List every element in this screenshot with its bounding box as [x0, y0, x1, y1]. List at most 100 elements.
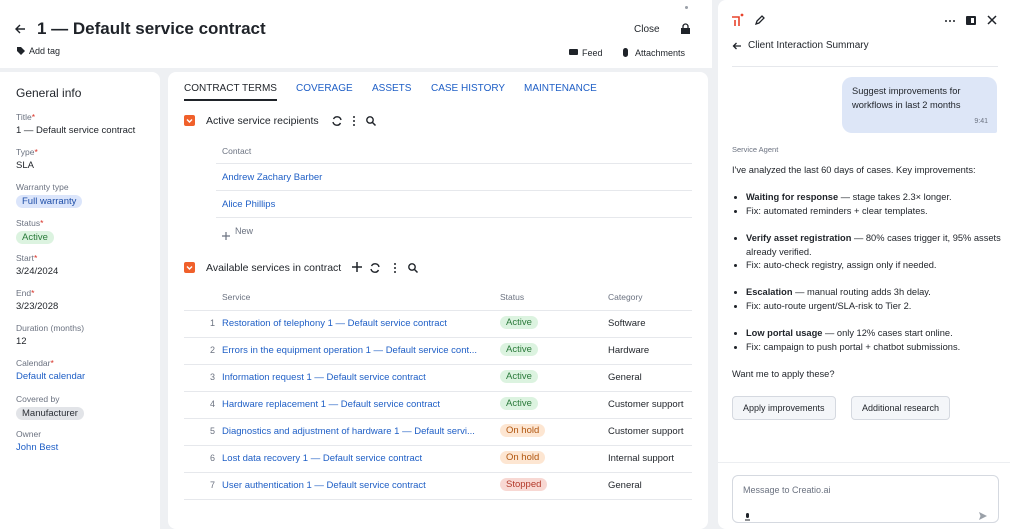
point-line: Fix: auto-route urgent/SLA-risk to Tier …: [746, 300, 1004, 314]
add-icon[interactable]: [352, 262, 362, 272]
status-chip: Active: [500, 370, 538, 383]
field-value-wrap: Manufacturer: [16, 406, 156, 420]
field-value-wrap: Active: [16, 230, 156, 244]
contact-link[interactable]: Alice Phillips: [222, 199, 276, 210]
service-link[interactable]: Diagnostics and adjustment of hardware 1…: [222, 426, 475, 437]
row-number: 3: [209, 372, 215, 382]
action-button[interactable]: Apply improvements: [732, 396, 836, 420]
field-value: 3/24/2024: [16, 265, 59, 277]
field-value-wrap: 3/23/2028: [16, 301, 156, 312]
field-value[interactable]: John Best: [16, 441, 59, 453]
label-text: Duration (months): [16, 323, 85, 334]
new-button[interactable]: New: [235, 226, 254, 236]
ai-chat-panel: Client Interaction Summary Suggest impro…: [718, 0, 1010, 529]
tab[interactable]: MAINTENANCE: [524, 83, 597, 94]
mic-icon[interactable]: [745, 513, 750, 521]
field: Warranty type Full warranty: [16, 182, 156, 209]
row-divider: [216, 217, 692, 218]
add-tag[interactable]: Add tag: [29, 46, 61, 56]
field-label: Start*: [16, 253, 156, 263]
refresh-icon[interactable]: [332, 116, 342, 126]
label-text: Status: [16, 217, 41, 228]
field: Title* 1 — Default service contract: [16, 112, 156, 136]
service-link[interactable]: Errors in the equipment operation 1 — De…: [222, 345, 478, 356]
refresh-icon[interactable]: [370, 263, 380, 273]
field-value: 3/23/2028: [16, 301, 59, 312]
row-divider: [184, 364, 692, 365]
agent-point: Escalation — manual routing adds 3h dela…: [732, 286, 1004, 313]
field-value-wrap: 3/24/2024: [16, 266, 156, 277]
point-line: Fix: campaign to push portal + chatbot s…: [746, 341, 1004, 355]
record-header: 1 — Default service contract Add tag Clo…: [0, 0, 712, 68]
panel-icon[interactable]: [966, 16, 976, 25]
attachments-button[interactable]: Attachments: [635, 48, 686, 58]
collapse-icon[interactable]: [184, 262, 195, 273]
agent-point: Low portal usage — only 12% cases start …: [732, 327, 1004, 354]
service-link[interactable]: Information request 1 — Default service …: [222, 372, 426, 383]
point-line: Waiting for response — stage takes 2.3× …: [746, 191, 1004, 205]
back-icon[interactable]: [14, 24, 26, 34]
feed-button[interactable]: Feed: [582, 48, 603, 58]
category: General: [608, 372, 642, 383]
message-time: 9:41: [974, 118, 988, 125]
required-mark: *: [31, 288, 35, 298]
back-icon[interactable]: [732, 42, 741, 50]
service-link[interactable]: Restoration of telephony 1 — Default ser…: [222, 318, 447, 329]
more-icon[interactable]: [394, 263, 396, 273]
service-link[interactable]: Hardware replacement 1 — Default service…: [222, 399, 441, 410]
agent-intro: I've analyzed the last 60 days of cases.…: [732, 165, 976, 175]
row-divider: [216, 190, 692, 191]
search-icon[interactable]: [366, 116, 377, 127]
more-icon[interactable]: [353, 116, 355, 126]
row-divider: [184, 499, 692, 500]
dot-icon: [685, 6, 688, 9]
tab-underline: [184, 99, 277, 101]
field-chip: Active: [16, 230, 54, 244]
tab[interactable]: CONTRACT TERMS: [184, 83, 277, 94]
required-mark: *: [40, 217, 44, 228]
input-placeholder: Message to Creatio.ai: [743, 485, 831, 495]
column-header: Category: [608, 292, 643, 302]
collapse-icon[interactable]: [184, 115, 195, 126]
close-icon[interactable]: [987, 15, 997, 25]
service-link[interactable]: User authentication 1 — Default service …: [222, 480, 426, 491]
category: Internal support: [608, 453, 675, 464]
column-header: Contact: [222, 146, 252, 156]
field-value-wrap: John Best: [16, 442, 156, 453]
action-button[interactable]: Additional research: [851, 396, 951, 420]
label-text: Start: [16, 252, 34, 263]
send-icon[interactable]: [979, 512, 987, 520]
feed-icon: [569, 49, 578, 55]
field: Owner John Best: [16, 429, 156, 453]
label-text: Owner: [16, 428, 42, 439]
search-icon[interactable]: [408, 263, 419, 274]
field: Calendar* Default calendar: [16, 358, 156, 382]
tab[interactable]: ASSETS: [372, 83, 412, 94]
edit-icon[interactable]: [754, 15, 765, 26]
field-label: Duration (months): [16, 323, 156, 333]
field-value: 1 — Default service contract: [16, 125, 136, 136]
more-icon[interactable]: [945, 20, 955, 22]
status-chip: Stopped: [500, 478, 548, 491]
point-heading: Escalation: [746, 287, 793, 298]
tag-icon: [17, 47, 25, 55]
point-text: Fix: auto-route urgent/SLA-risk to Tier …: [746, 300, 912, 311]
point-line: Fix: auto-check registry, assign only if…: [746, 259, 1004, 273]
row-divider: [184, 472, 692, 473]
point-text: Fix: auto-check registry, assign only if…: [746, 260, 937, 271]
section-title: Available services in contract: [206, 262, 342, 274]
service-link[interactable]: Lost data recovery 1 — Default service c…: [222, 453, 423, 464]
point-text: — manual routing adds 3h delay.: [792, 287, 931, 298]
tab[interactable]: COVERAGE: [296, 83, 353, 94]
chat-input[interactable]: Message to Creatio.ai: [732, 475, 999, 523]
label-text: Warranty type: [16, 182, 69, 193]
agent-question: Want me to apply these?: [732, 368, 835, 379]
contact-link[interactable]: Andrew Zachary Barber: [222, 172, 323, 183]
field: Type* SLA: [16, 147, 156, 171]
close-button[interactable]: Close: [634, 24, 660, 35]
user-message: Suggest improvements for workflows in la…: [852, 86, 961, 110]
field: Status* Active: [16, 218, 156, 244]
tab[interactable]: CASE HISTORY: [431, 83, 506, 94]
field-value[interactable]: Default calendar: [16, 371, 86, 383]
